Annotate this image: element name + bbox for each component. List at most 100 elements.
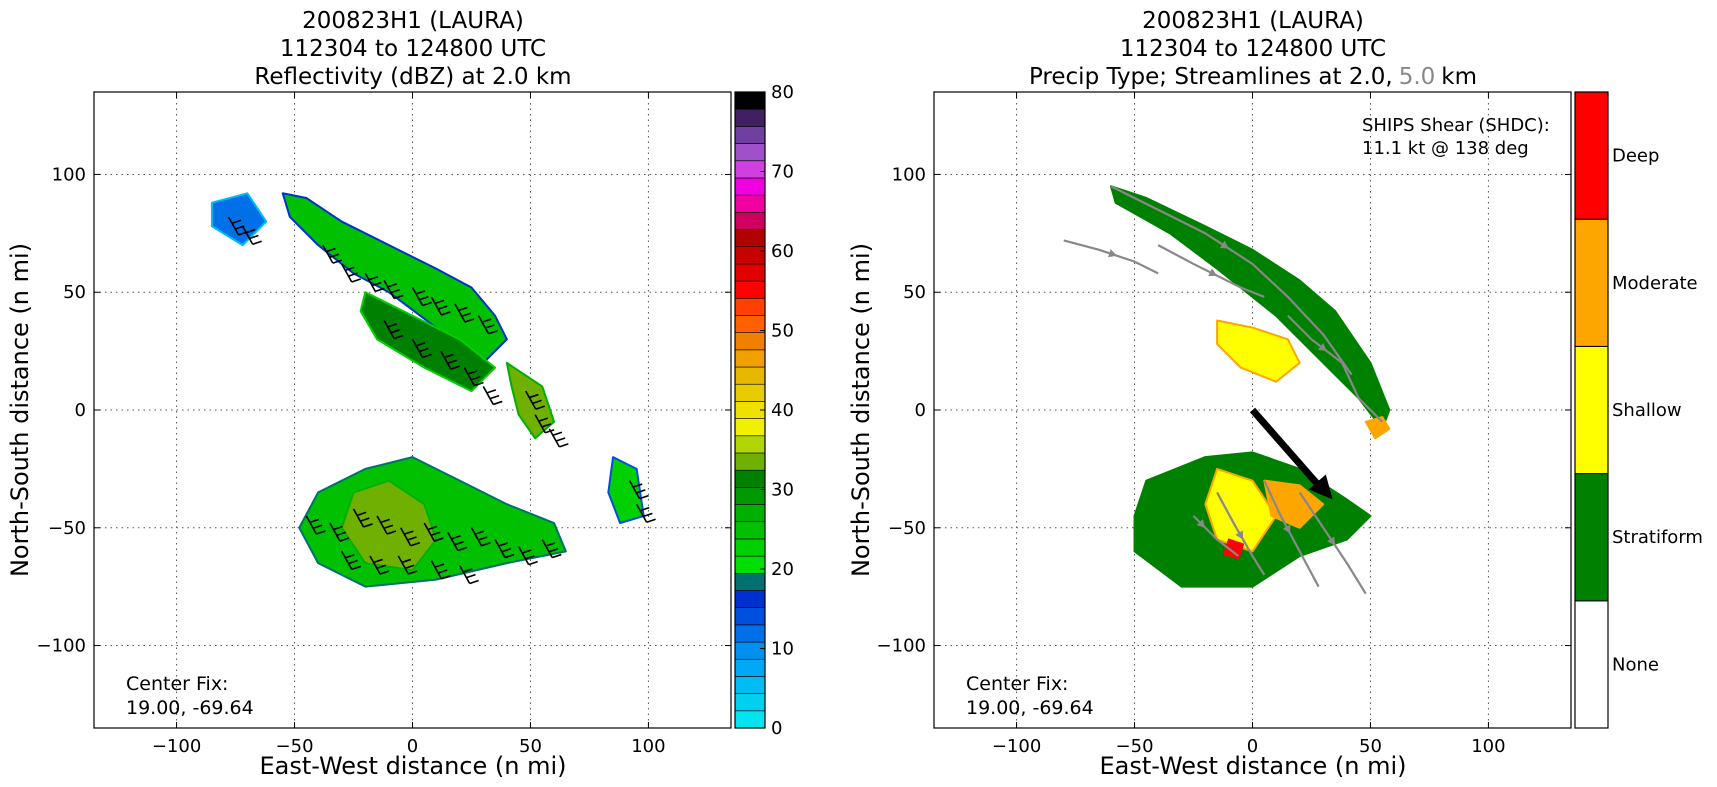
- colorbar-segment: [734, 418, 766, 437]
- precip-colorbar-segment: [1574, 345, 1609, 475]
- left-title-line3: Reflectivity (dBZ) at 2.0 km: [254, 64, 571, 90]
- wind-barb-feather: [316, 530, 326, 535]
- x-tick-label: −50: [276, 736, 314, 757]
- wind-barb-staff: [329, 522, 341, 542]
- wind-barb-feather: [552, 431, 563, 437]
- wind-barb-feather: [368, 276, 379, 281]
- wind-barb-feather: [450, 365, 461, 370]
- wind-barb-feather: [249, 234, 259, 240]
- wind-barb-feather: [387, 323, 398, 328]
- wind-barb-feather: [329, 253, 339, 259]
- wind-barb-staff: [440, 350, 452, 370]
- colorbar-tick-label: 70: [771, 162, 794, 183]
- wind-barb-feather: [458, 306, 468, 312]
- colorbar-segment: [734, 676, 766, 694]
- wind-barb-feather: [532, 399, 542, 405]
- precip-type-region: [1216, 319, 1301, 383]
- streamline-arrowhead: [1208, 268, 1218, 277]
- wind-barb-feather: [356, 511, 367, 517]
- wind-barb-feather: [379, 570, 390, 575]
- reflectivity-colorbar: 0 10 20 30 40 50 60 70 80: [734, 82, 794, 739]
- wind-barb-feather: [393, 294, 404, 300]
- wind-barb-feather: [529, 393, 539, 399]
- x-tick-label: 0: [407, 736, 418, 757]
- streamline: [1110, 185, 1353, 376]
- wind-barb-feather: [339, 537, 350, 542]
- wind-barb-staff: [458, 565, 471, 584]
- x-tick-label: −100: [992, 736, 1041, 757]
- wind-barb-feather: [434, 537, 444, 542]
- wind-barb-feather: [373, 558, 383, 564]
- wind-barb-feather: [434, 299, 445, 305]
- wind-barb-feather: [387, 283, 398, 288]
- wind-barb-staff: [383, 280, 395, 299]
- wind-barb-feather: [478, 536, 488, 541]
- y-tick-label: −100: [877, 636, 926, 657]
- colorbar-tick-label: 40: [771, 400, 794, 421]
- colorbar-segment: [734, 572, 766, 591]
- right-title-line3: Precip Type; Streamlines at 2.0, 5.0 km: [1029, 64, 1477, 90]
- wind-barb-feather: [461, 312, 472, 317]
- left-reflectivity-field: [210, 192, 645, 588]
- precip-colorbar-label: Stratiform: [1612, 527, 1703, 548]
- wind-barb-feather: [528, 560, 538, 566]
- wind-barb-feather: [636, 489, 646, 494]
- wind-barb-staff: [322, 244, 334, 264]
- colorbar-segment: [734, 332, 766, 351]
- right-axis-ticks: −100 −50 0 50 100 −100 −50 0 50 100: [877, 92, 1571, 757]
- right-title-line2: 112304 to 124800 UTC: [1120, 36, 1386, 62]
- wind-barb-staff: [369, 555, 381, 575]
- wind-barb-staff: [400, 527, 412, 547]
- wind-barb-feather: [548, 547, 559, 553]
- reflectivity-echo: [281, 192, 508, 364]
- y-tick-label: 100: [892, 164, 926, 185]
- wind-barb-staff: [241, 225, 254, 245]
- wind-barb-staff: [470, 527, 483, 547]
- right-y-axis-label: North-South distance (n mi): [847, 243, 875, 577]
- wind-barb-feather: [404, 530, 414, 535]
- x-tick-label: 0: [1247, 736, 1258, 757]
- shear-label: SHIPS Shear (SHDC):: [1362, 115, 1550, 136]
- colorbar-segment: [734, 108, 766, 127]
- wind-barb-staff: [397, 555, 410, 575]
- wind-barb-staff: [341, 550, 353, 570]
- precip-type-region: [1109, 185, 1391, 430]
- right-panel: 200823H1 (LAURA) 112304 to 124800 UTC Pr…: [847, 8, 1703, 780]
- x-tick-label: 50: [519, 736, 542, 757]
- wind-barb-feather: [422, 301, 432, 307]
- streamline: [1157, 244, 1265, 298]
- wind-barb-staff: [411, 338, 424, 358]
- colorbar-segment: [734, 538, 766, 557]
- right-title-line3-part-b: 5.0: [1399, 64, 1436, 90]
- colorbar-segment: [734, 263, 766, 282]
- wind-barb-feather: [336, 531, 346, 537]
- wind-barb-feather: [481, 318, 492, 323]
- wind-barb-feather: [386, 530, 397, 535]
- left-title-line1: 200823H1 (LAURA): [302, 8, 524, 34]
- wind-barb-feather: [351, 278, 361, 283]
- right-x-axis-label: East-West distance (n mi): [1099, 752, 1406, 780]
- left-plot-area: −100 −50 0 50 100 −100 −50 0 50 100 Center Fix: 1…: [37, 91, 732, 757]
- reflectivity-echo: [340, 479, 438, 572]
- streamline: [1287, 314, 1384, 423]
- wind-barb-feather: [376, 564, 387, 570]
- precip-colorbar-label: Shallow: [1612, 400, 1682, 421]
- wind-barb-feather: [555, 437, 566, 442]
- wind-barb-feather: [457, 546, 468, 552]
- colorbar-segment: [734, 246, 766, 265]
- streamline-arrowhead: [1327, 536, 1336, 546]
- wind-barb-feather: [525, 555, 535, 560]
- reflectivity-echo: [210, 192, 268, 247]
- colorbar-segment: [734, 160, 766, 179]
- left-wind-barbs: [227, 216, 656, 585]
- precip-type-region: [1204, 467, 1278, 553]
- wind-barb-staff: [341, 263, 353, 283]
- left-title-line2: 112304 to 124800 UTC: [280, 36, 546, 62]
- colorbar-segment: [734, 349, 766, 368]
- wind-barb-feather: [470, 376, 481, 381]
- precip-type-region: [1223, 538, 1245, 560]
- wind-barb-feather: [632, 483, 643, 488]
- right-center-fix-label: Center Fix:: [966, 673, 1068, 695]
- wind-barb-feather: [332, 259, 343, 264]
- wind-barb-staff: [454, 303, 466, 323]
